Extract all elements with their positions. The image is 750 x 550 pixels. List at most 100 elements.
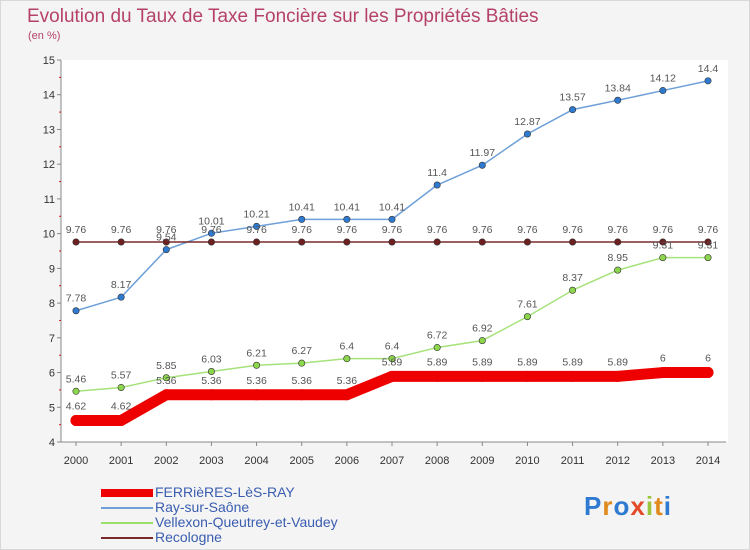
data-point-ferrieres bbox=[386, 370, 398, 382]
data-label-ray: 13.57 bbox=[559, 92, 585, 104]
data-point-vellexon bbox=[298, 359, 306, 367]
data-point-ray bbox=[72, 307, 80, 315]
data-label-ray: 10.21 bbox=[243, 208, 269, 220]
data-point-ray bbox=[614, 96, 622, 104]
logo-letter: o bbox=[613, 491, 631, 521]
x-tick-label: 2000 bbox=[64, 455, 88, 467]
data-label-ferrieres: 5.36 bbox=[201, 375, 222, 387]
data-label-ferrieres: 5.36 bbox=[246, 375, 267, 387]
y-tick-label: 10 bbox=[43, 229, 55, 241]
data-point-ferrieres bbox=[431, 370, 443, 382]
y-tick-label: 5 bbox=[49, 402, 55, 414]
data-label-vellexon: 6.4 bbox=[340, 341, 355, 353]
data-label-recologne: 9.76 bbox=[111, 224, 132, 236]
data-point-recologne bbox=[704, 238, 712, 246]
data-label-ray: 7.78 bbox=[66, 293, 87, 305]
data-point-vellexon bbox=[162, 374, 170, 382]
data-point-ray bbox=[117, 293, 125, 301]
data-point-recologne bbox=[117, 238, 125, 246]
data-label-recologne: 9.76 bbox=[517, 224, 538, 236]
x-tick-label: 2007 bbox=[380, 455, 404, 467]
x-tick-label: 2006 bbox=[335, 455, 359, 467]
y-tick-label: 15 bbox=[43, 55, 55, 67]
y-tick-label: 6 bbox=[49, 368, 55, 380]
data-point-ferrieres bbox=[251, 389, 263, 401]
data-point-recologne bbox=[569, 238, 577, 246]
data-label-recologne: 9.76 bbox=[698, 224, 719, 236]
data-point-ferrieres bbox=[296, 389, 308, 401]
data-label-ferrieres: 5.36 bbox=[156, 375, 177, 387]
data-label-ferrieres: 4.62 bbox=[66, 400, 87, 412]
data-label-recologne: 9.76 bbox=[291, 224, 312, 236]
x-tick-label: 2010 bbox=[515, 455, 539, 467]
data-point-ferrieres bbox=[341, 389, 353, 401]
data-point-ray bbox=[162, 246, 170, 254]
data-label-vellexon: 5.85 bbox=[156, 360, 177, 372]
data-point-vellexon bbox=[614, 266, 622, 274]
data-label-ferrieres: 5.36 bbox=[337, 375, 358, 387]
data-point-ray bbox=[478, 161, 486, 169]
data-point-ray bbox=[569, 106, 577, 114]
x-tick-label: 2014 bbox=[696, 455, 720, 467]
data-point-recologne bbox=[614, 238, 622, 246]
data-point-ferrieres bbox=[476, 370, 488, 382]
data-label-vellexon: 6.4 bbox=[385, 341, 400, 353]
data-point-vellexon bbox=[72, 387, 80, 395]
data-point-ray bbox=[253, 222, 261, 230]
data-point-recologne bbox=[433, 238, 441, 246]
y-tick-label: 14 bbox=[43, 90, 55, 102]
y-tick-label: 13 bbox=[43, 124, 55, 136]
data-label-ferrieres: 5.89 bbox=[472, 356, 493, 368]
data-point-vellexon bbox=[704, 254, 712, 262]
legend-label-ray: Ray-sur-Saône bbox=[155, 499, 250, 515]
y-tick-label: 9 bbox=[49, 263, 55, 275]
data-label-recologne: 9.76 bbox=[382, 224, 403, 236]
data-label-recologne: 9.76 bbox=[562, 224, 583, 236]
data-point-recologne bbox=[207, 238, 215, 246]
data-label-ferrieres: 5.36 bbox=[291, 375, 312, 387]
data-label-vellexon: 9.31 bbox=[698, 240, 719, 252]
data-label-ferrieres: 6 bbox=[660, 353, 666, 365]
data-point-ferrieres bbox=[205, 389, 217, 401]
data-label-ray: 10.41 bbox=[289, 201, 315, 213]
x-tick-label: 2003 bbox=[199, 455, 223, 467]
data-point-vellexon bbox=[433, 344, 441, 352]
data-label-ferrieres: 6 bbox=[705, 353, 711, 365]
data-point-ray bbox=[523, 130, 531, 138]
x-tick-label: 2013 bbox=[651, 455, 675, 467]
data-point-ferrieres bbox=[567, 370, 579, 382]
data-label-recologne: 9.76 bbox=[427, 224, 448, 236]
data-point-recologne bbox=[388, 238, 396, 246]
data-label-ray: 13.84 bbox=[605, 82, 631, 94]
data-point-vellexon bbox=[478, 337, 486, 345]
data-point-recologne bbox=[72, 238, 80, 246]
data-label-ray: 10.41 bbox=[379, 201, 405, 213]
data-label-recologne: 9.76 bbox=[607, 224, 628, 236]
chart-subtitle: (en %) bbox=[28, 30, 61, 42]
data-label-recologne: 9.76 bbox=[156, 224, 177, 236]
data-label-ferrieres: 5.89 bbox=[562, 356, 583, 368]
data-point-ray bbox=[659, 87, 667, 95]
data-label-recologne: 9.76 bbox=[201, 224, 222, 236]
data-label-ray: 10.41 bbox=[334, 201, 360, 213]
logo-letter: i bbox=[645, 491, 655, 521]
data-label-vellexon: 5.46 bbox=[66, 373, 87, 385]
data-label-vellexon: 5.57 bbox=[111, 369, 132, 381]
data-label-recologne: 9.76 bbox=[472, 224, 493, 236]
x-tick-label: 2012 bbox=[605, 455, 629, 467]
data-point-recologne bbox=[523, 238, 531, 246]
proxiti-logo: Proxiti bbox=[584, 491, 672, 522]
legend-swatch-ferrieres bbox=[101, 488, 153, 497]
data-label-vellexon: 8.37 bbox=[562, 272, 583, 284]
data-label-vellexon: 7.61 bbox=[517, 299, 538, 311]
data-point-vellexon bbox=[253, 361, 261, 369]
data-point-recologne bbox=[162, 238, 170, 246]
data-point-ferrieres bbox=[115, 414, 127, 426]
data-point-vellexon bbox=[388, 355, 396, 363]
y-tick-label: 8 bbox=[49, 298, 55, 310]
data-label-ray: 10.01 bbox=[198, 215, 224, 227]
data-label-ray: 11.97 bbox=[470, 147, 496, 159]
logo-letter: P bbox=[584, 491, 603, 521]
data-label-ferrieres: 5.89 bbox=[382, 356, 403, 368]
